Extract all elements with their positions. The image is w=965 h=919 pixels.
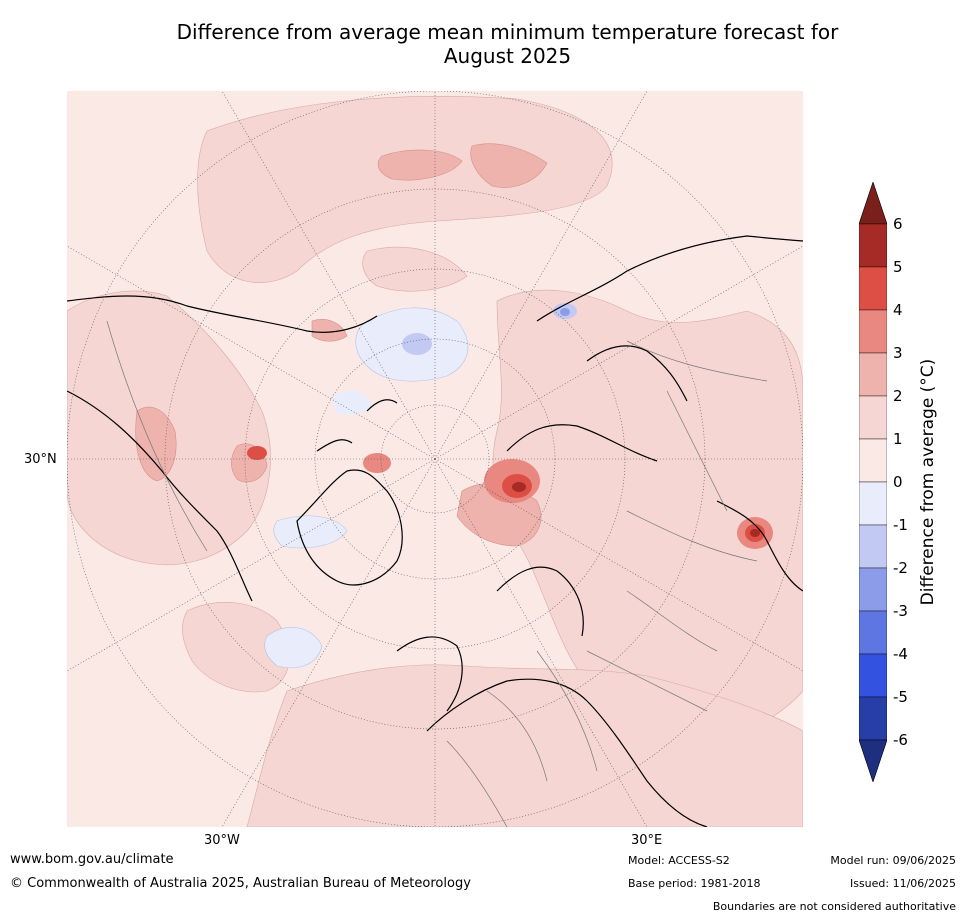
colorbar-tick-label: -2 (893, 559, 908, 577)
map-canvas (67, 91, 803, 827)
footer-model: Model: ACCESS-S2 (628, 854, 730, 867)
footer-model-run: Model run: 09/06/2025 (830, 854, 956, 867)
colorbar-arrow-bottom (858, 739, 888, 783)
colorbar (858, 181, 888, 783)
colorbar-band (858, 352, 888, 397)
colorbar-band (858, 438, 888, 483)
footer-base-period: Base period: 1981-2018 (628, 877, 761, 890)
colorbar-tick-label: 1 (893, 430, 903, 448)
colorbar-tick-label: 4 (893, 301, 903, 319)
colorbar-band (858, 653, 888, 698)
colorbar-tick-label: 3 (893, 344, 903, 362)
colorbar-band (858, 309, 888, 354)
colorbar-arrow-top (858, 181, 888, 225)
map-title-line-1: Difference from average mean minimum tem… (176, 20, 839, 44)
footer-issued: Issued: 11/06/2025 (849, 877, 956, 890)
graticule (67, 91, 803, 827)
footer-copyright: © Commonwealth of Australia 2025, Austra… (10, 876, 471, 891)
footer-url: www.bom.gov.au/climate (10, 852, 174, 867)
colorbar-tick-label: 0 (893, 473, 903, 491)
colorbar-tick-label: -3 (893, 602, 908, 620)
colorbar-tick-label: 6 (893, 215, 903, 233)
colorbar-tick-label: 2 (893, 387, 903, 405)
colorbar-tick-label: -1 (893, 516, 908, 534)
map-title: Difference from average mean minimum tem… (60, 20, 955, 68)
colorbar-band (858, 223, 888, 268)
longitude-label-30w: 30°W (204, 833, 240, 848)
colorbar-tick-label: -6 (893, 731, 908, 749)
colorbar-tick-label: 5 (893, 258, 903, 276)
colorbar-band (858, 395, 888, 440)
polar-temperature-map (67, 91, 803, 827)
colorbar-band (858, 481, 888, 526)
colorbar-band (858, 266, 888, 311)
longitude-label-30e: 30°E (631, 833, 663, 848)
anomaly-3-plus-spots (247, 446, 773, 549)
map-title-line-2: August 2025 (443, 44, 572, 68)
footer-disclaimer: Boundaries are not considered authoritat… (712, 900, 956, 913)
coastlines (67, 235, 803, 827)
colorbar-tick-label: -4 (893, 645, 908, 663)
colorbar-band (858, 524, 888, 569)
colorbar-label: Difference from average (°C) (918, 358, 938, 606)
colorbar-band (858, 567, 888, 612)
country-borders (106, 320, 768, 827)
latitude-label-30n: 30°N (24, 452, 57, 467)
anomaly-negative-regions (264, 303, 577, 669)
colorbar-band (858, 610, 888, 655)
colorbar-graphic (858, 181, 888, 783)
colorbar-band (858, 696, 888, 741)
colorbar-tick-label: -5 (893, 688, 908, 706)
